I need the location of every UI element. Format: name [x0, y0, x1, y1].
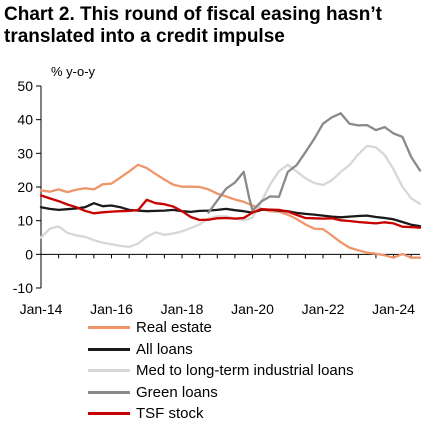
legend-item-tsf-stock: TSF stock [88, 403, 354, 425]
x-tick-label: Jan-22 [302, 301, 345, 317]
legend-swatch [88, 369, 130, 373]
y-axis-unit-label: % y-o-y [51, 64, 96, 79]
legend-item-green-loans: Green loans [88, 382, 354, 404]
legend-item-med-to-long-term-industrial-loans: Med to long-term industrial loans [88, 360, 354, 382]
x-tick-label: Jan-20 [231, 301, 274, 317]
chart-title: Chart 2. This round of fiscal easing has… [4, 4, 424, 48]
legend-label: All loans [136, 340, 193, 358]
y-tick-label: 0 [25, 246, 33, 262]
y-tick-label: 10 [17, 213, 33, 229]
series-layer [39, 112, 422, 259]
y-tick-label: 20 [17, 179, 33, 195]
legend-item-all-loans: All loans [88, 339, 354, 361]
series-line-green-loans [207, 112, 422, 214]
legend-label: TSF stock [136, 405, 204, 423]
y-tick-label: 50 [17, 78, 33, 94]
legend-swatch [88, 412, 130, 416]
series-line-all-loans [39, 202, 422, 228]
legend-label: Green loans [136, 383, 218, 401]
series-line-real-estate [39, 163, 422, 259]
y-tick-label: -10 [13, 280, 33, 296]
x-tick-label: Jan-14 [20, 301, 63, 317]
chart-legend: Real estate All loans Med to long-term ind… [88, 317, 354, 425]
series-line-med-to-long-term-industrial-loans [39, 144, 422, 249]
x-tick-label: Jan-24 [372, 301, 415, 317]
legend-swatch [88, 347, 130, 351]
chart-axes: -10 0 10 20 30 40 50 Jan-14 Jan-16 Jan-18 Jan-20 Ja… [13, 78, 420, 317]
y-tick-label: 40 [17, 112, 33, 128]
y-tick-label: 30 [17, 145, 33, 161]
series-line-tsf-stock [39, 194, 422, 229]
legend-swatch [88, 326, 130, 330]
x-tick-label: Jan-16 [90, 301, 133, 317]
chart-title-line-2: translated into a credit impulse [4, 26, 285, 47]
legend-label: Real estate [136, 319, 212, 337]
legend-swatch [88, 390, 130, 394]
legend-item-real-estate: Real estate [88, 317, 354, 339]
chart-title-line-1: Chart 2. This round of fiscal easing has… [4, 4, 382, 25]
legend-label: Med to long-term industrial loans [136, 362, 354, 380]
x-tick-label: Jan-18 [161, 301, 204, 317]
